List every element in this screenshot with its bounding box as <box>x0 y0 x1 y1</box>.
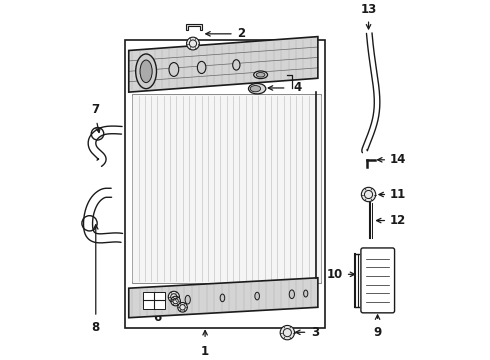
Circle shape <box>187 37 199 50</box>
Ellipse shape <box>289 290 294 298</box>
Ellipse shape <box>233 60 240 70</box>
Bar <box>125 40 325 328</box>
Ellipse shape <box>254 71 268 78</box>
Polygon shape <box>186 24 201 30</box>
Text: 12: 12 <box>390 214 406 227</box>
Ellipse shape <box>169 63 179 76</box>
Text: 7: 7 <box>91 103 99 116</box>
Ellipse shape <box>250 86 261 92</box>
Circle shape <box>178 302 187 312</box>
Circle shape <box>280 325 294 340</box>
Polygon shape <box>129 278 318 318</box>
Text: 11: 11 <box>390 188 406 201</box>
FancyBboxPatch shape <box>361 248 394 313</box>
Text: 9: 9 <box>373 327 382 339</box>
Ellipse shape <box>220 294 225 302</box>
Ellipse shape <box>255 292 259 300</box>
Text: 14: 14 <box>390 153 406 166</box>
Ellipse shape <box>304 290 308 297</box>
Text: 10: 10 <box>327 268 343 281</box>
Text: 6: 6 <box>153 311 162 324</box>
Text: 4: 4 <box>294 81 302 94</box>
Ellipse shape <box>136 54 156 89</box>
Ellipse shape <box>140 60 152 82</box>
Bar <box>143 292 165 309</box>
Text: 13: 13 <box>361 3 377 16</box>
Ellipse shape <box>248 84 266 94</box>
Text: 5: 5 <box>294 68 302 81</box>
Polygon shape <box>129 37 318 92</box>
Text: 3: 3 <box>311 326 319 339</box>
Ellipse shape <box>197 61 206 73</box>
Circle shape <box>361 187 376 202</box>
Ellipse shape <box>150 296 156 307</box>
Text: 1: 1 <box>201 345 209 358</box>
Bar <box>132 94 321 283</box>
Text: 8: 8 <box>92 321 100 334</box>
Ellipse shape <box>256 72 265 77</box>
Circle shape <box>171 296 180 306</box>
Circle shape <box>168 291 179 302</box>
Text: 2: 2 <box>237 27 245 40</box>
Ellipse shape <box>185 295 190 304</box>
